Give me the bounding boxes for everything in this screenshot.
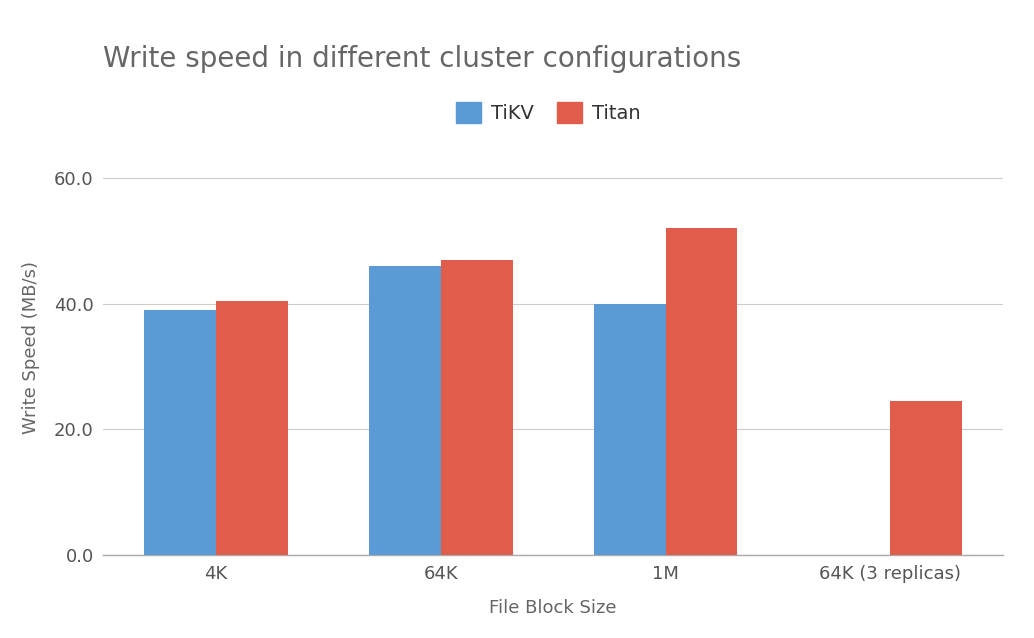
Bar — [369, 266, 440, 555]
Y-axis label: Write Speed (MB/s): Write Speed (MB/s) — [22, 261, 40, 434]
Bar — [216, 300, 288, 555]
Bar — [890, 401, 962, 555]
X-axis label: File Block Size: File Block Size — [489, 600, 617, 618]
Bar — [145, 310, 216, 555]
Bar — [666, 228, 737, 555]
Text: Write speed in different cluster configurations: Write speed in different cluster configu… — [103, 45, 741, 73]
Legend: TiKV, Titan: TiKV, Titan — [456, 102, 640, 123]
Bar — [594, 304, 666, 555]
Bar — [440, 260, 513, 555]
